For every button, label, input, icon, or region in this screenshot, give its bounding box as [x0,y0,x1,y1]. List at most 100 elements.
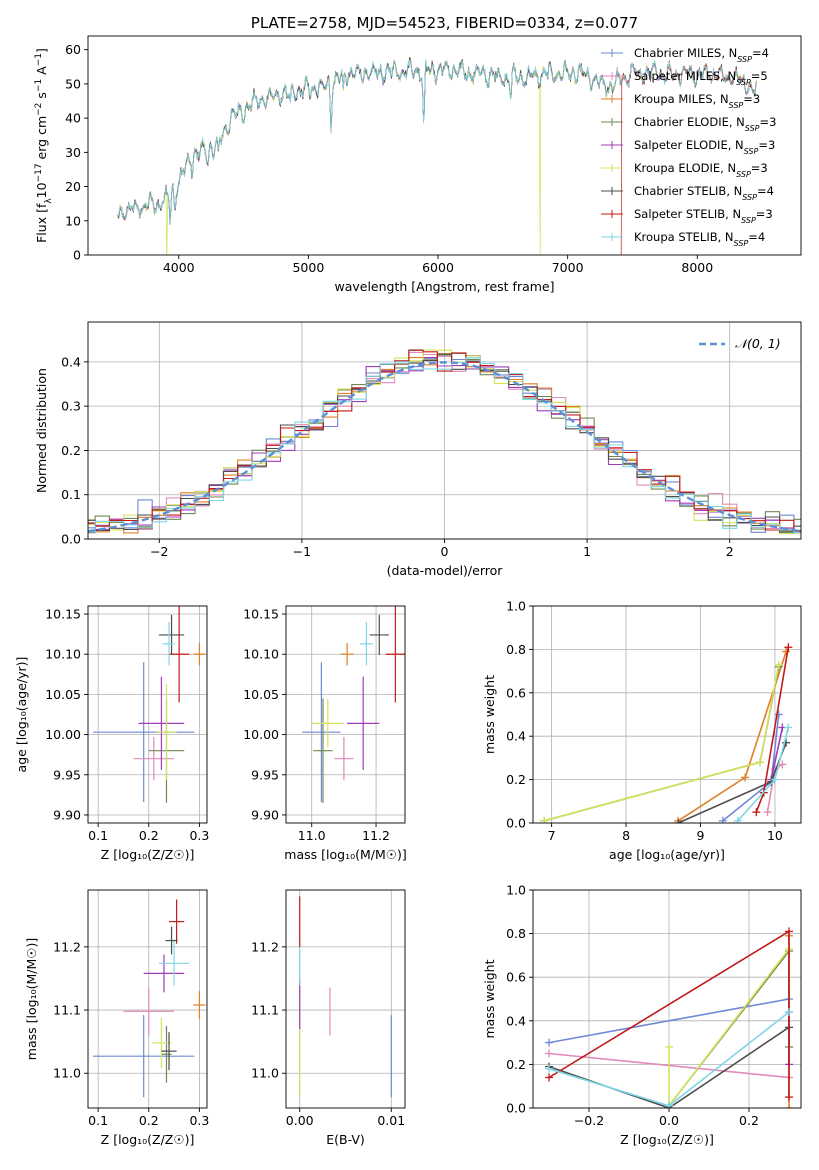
spectrum-line [117,59,757,223]
axes-frame [87,889,208,1109]
y-axis-label: mass weight [482,959,497,1038]
x-axis-label: Z [log₁₀(Z/Z☉)] [101,847,195,862]
x-tick-label: 0.2 [739,1113,759,1128]
axes-frame [532,889,802,1109]
x-tick-label: −1 [293,544,311,559]
y-tick-label: 0.6 [506,970,526,985]
y-tick-label: 0.3 [61,399,81,414]
y-tick-label: 0.2 [61,443,81,458]
mass_vs_Z-axes [88,890,207,1108]
x-tick-label: 1 [583,544,591,559]
y-tick-label: 60 [65,42,81,57]
errorbar-point [151,1017,172,1069]
x-tick-label: 0.1 [88,1113,108,1128]
x-tick-label: 10 [767,828,783,843]
axes-frame [532,605,802,824]
x-tick-label: 2 [726,544,734,559]
y-tick-label: 50 [65,76,81,91]
y-tick-label: 0.4 [506,729,526,744]
weight-line [548,998,790,1044]
weight-line [543,664,780,822]
y-tick-label: 0.0 [506,1101,526,1116]
y-tick-label: 10.10 [243,647,279,662]
y-tick-label: 0.2 [506,772,526,787]
y-tick-label: 40 [65,111,81,126]
x-tick-label: 8000 [681,260,713,275]
x-tick-label: 8 [622,828,630,843]
errorbar-point [161,1032,177,1071]
errorbar-point [385,606,405,703]
weight-line [770,727,784,780]
y-tick-label: 10.10 [45,647,81,662]
y-tick-label: 10.15 [243,607,279,622]
x-tick-label: 7000 [552,260,584,275]
y-tick-label: 0.8 [506,926,526,941]
errorbar-point [340,642,354,666]
errorbar-point [193,991,206,1019]
spectrum-frame: 4000 5000 6000 7000 8000 0 10 20 30 40 50 60 wavelen… [34,14,802,294]
x-tick-label: 4000 [163,260,195,275]
errorbar-point [193,642,206,666]
y-tick-label: 11.0 [251,1066,279,1081]
y-tick-label: 0 [73,248,81,263]
x-tick-label: 0.01 [377,1113,405,1128]
axes-frame [87,35,802,256]
x-axis-label: wavelength [Angstrom, rest frame] [334,279,554,294]
errorbar-point [369,614,389,656]
y-tick-label: 20 [65,179,81,194]
mass_vs_ebv-plot-area [299,896,392,1098]
y-tick-label: 0.1 [61,487,81,502]
errorbar-point [169,606,190,703]
y-axis-label: Flux [fλ10−17 erg cm−2 s−1 A−1] [34,48,54,243]
legend-label: Salpeter MILES, NSSP=5 [634,69,768,87]
y-tick-label: 11.2 [251,939,279,954]
errorbar-point [311,699,344,748]
histogram-step [88,349,801,532]
errorbar-point [158,941,190,986]
age_vs_mass-frame: 11.0 11.2 9.90 9.95 10.00 10.05 10.10 10.15 mass… [243,605,407,862]
x-axis-label: age [log₁₀(age/yr)] [609,847,725,862]
legend-label: Kroupa ELODIE, NSSP=3 [634,161,768,179]
x-tick-label: 0.2 [139,828,159,843]
residuals-frame: −2 −1 0 1 2 0.0 0.1 0.2 0.3 0.4 (data-model)/error… [34,321,802,578]
chart-title: PLATE=2758, MJD=54523, FIBERID=0334, z=0… [251,14,638,32]
x-tick-label: 0.1 [88,828,108,843]
mass_vs_Z-frame: 0.1 0.2 0.3 11.0 11.1 11.2 Z [log₁₀(Z/Z☉)] mass… [24,889,209,1147]
age_vs_mass-plot-area [302,606,405,803]
errorbar-point [133,737,175,781]
y-axis-label: mass [log₁₀(M/M☉)] [24,938,39,1060]
x-axis-label: Z [log₁₀(Z/Z☉)] [620,1132,714,1147]
x-tick-label: −2 [150,544,168,559]
weights_vs_age-plot-area [540,643,793,823]
residuals-plot-area [88,349,801,535]
y-tick-label: 9.90 [53,807,81,822]
legend-label: Kroupa STELIB, NSSP=4 [634,230,765,248]
histogram-step [88,354,801,533]
axes-frame [285,605,406,824]
axes-frame [285,889,406,1109]
x-axis-label: E(B-V) [326,1132,365,1147]
errorbar-point [169,899,185,944]
weights_vs_Z-plot-area [545,927,793,1108]
legend-label: Chabrier MILES, NSSP=4 [634,46,769,64]
x-tick-label: 0.0 [659,1113,679,1128]
errorbar-point [162,622,176,666]
y-tick-label: 11.1 [251,1003,279,1018]
x-tick-label: −0.2 [574,1113,604,1128]
y-axis-label: age [log₁₀(age/yr)] [14,657,29,773]
y-tick-label: 0.0 [61,532,81,547]
x-tick-label: 7 [548,828,556,843]
y-tick-label: 10.00 [243,727,279,742]
errorbar-point [313,698,333,803]
x-axis-label: mass [log₁₀(M/M☉)] [284,847,406,862]
x-tick-label: 11.2 [362,828,390,843]
errorbar-point [123,987,175,1036]
x-tick-label: 0.3 [189,1113,209,1128]
y-tick-label: 10.00 [45,727,81,742]
y-tick-label: 0.8 [506,642,526,657]
age_vs_Z-plot-area [93,606,206,803]
x-tick-label: 9 [697,828,705,843]
y-tick-label: 0.4 [61,354,81,369]
y-tick-label: 30 [65,145,81,160]
legend-label: Chabrier STELIB, NSSP=4 [634,184,774,202]
